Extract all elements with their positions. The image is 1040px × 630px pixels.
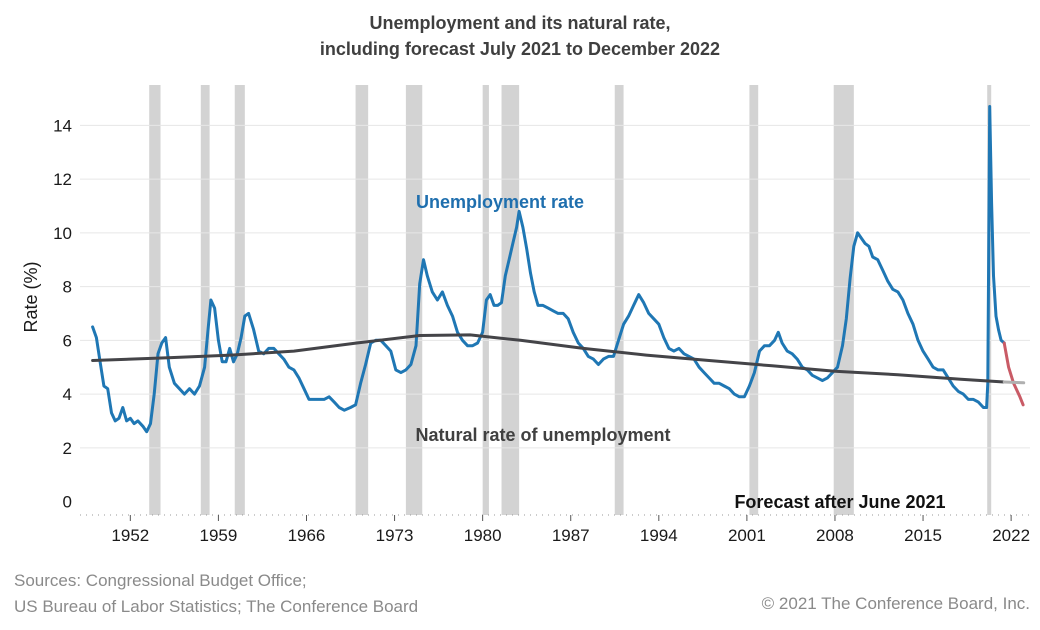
axes: 0 2 4 6 8 10 12 14 1952 1959 1966 1973 1980 1987 1994 2…	[53, 116, 1030, 545]
sources-line-2: US Bureau of Labor Statistics; The Confe…	[14, 597, 419, 616]
y-tick-label-14: 14	[53, 116, 72, 135]
recession-bands	[149, 85, 992, 515]
chart-title-line2: including forecast July 2021 to December…	[320, 39, 720, 59]
recession-band-6	[501, 85, 520, 515]
recession-band-7	[614, 85, 624, 515]
gridlines	[80, 124, 1030, 449]
y-tick-label-10: 10	[53, 224, 72, 243]
copyright-note: © 2021 The Conference Board, Inc.	[761, 594, 1030, 613]
y-tick-label-4: 4	[63, 385, 72, 404]
series-lines	[91, 105, 1026, 434]
x-tick-label-2022: 2022	[992, 526, 1030, 545]
recession-band-0	[149, 85, 161, 515]
x-tick-label-1959: 1959	[199, 526, 237, 545]
recession-band-3	[355, 85, 369, 515]
annotation-forecast: Forecast after June 2021	[734, 492, 945, 512]
recession-band-1	[200, 85, 210, 515]
recession-band-9	[833, 85, 854, 515]
sources-note: Sources: Congressional Budget Office; US…	[14, 568, 418, 620]
annotation-unemployment-rate: Unemployment rate	[416, 192, 584, 212]
y-tick-label-0: 0	[63, 493, 72, 512]
x-tick-label-2008: 2008	[816, 526, 854, 545]
x-tick-label-1966: 1966	[288, 526, 326, 545]
series-line-forecast	[1002, 341, 1025, 407]
x-tick-label-1952: 1952	[111, 526, 149, 545]
series-line-natural-rate-forecast	[1002, 380, 1026, 385]
series-line-natural-rate-of-unemployment	[91, 333, 1006, 384]
sources-line-1: Sources: Congressional Budget Office;	[14, 571, 307, 590]
y-tick-label-8: 8	[63, 278, 72, 297]
y-tick-label-2: 2	[63, 439, 72, 458]
y-axis-label: Rate (%)	[21, 261, 41, 332]
recession-band-8	[749, 85, 759, 515]
y-tick-label-12: 12	[53, 170, 72, 189]
x-tick-label-1994: 1994	[640, 526, 678, 545]
y-tick-label-6: 6	[63, 331, 72, 350]
x-tick-label-1980: 1980	[464, 526, 502, 545]
x-tick-label-2001: 2001	[728, 526, 766, 545]
x-tick-label-1987: 1987	[552, 526, 590, 545]
annotation-natural-rate: Natural rate of unemployment	[415, 425, 670, 445]
x-tick-label-1973: 1973	[376, 526, 414, 545]
chart-title-line1: Unemployment and its natural rate,	[369, 13, 670, 33]
series-line-unemployment-rate	[91, 105, 1006, 434]
recession-band-4	[405, 85, 423, 515]
x-tick-label-2015: 2015	[904, 526, 942, 545]
recession-band-2	[234, 85, 245, 515]
